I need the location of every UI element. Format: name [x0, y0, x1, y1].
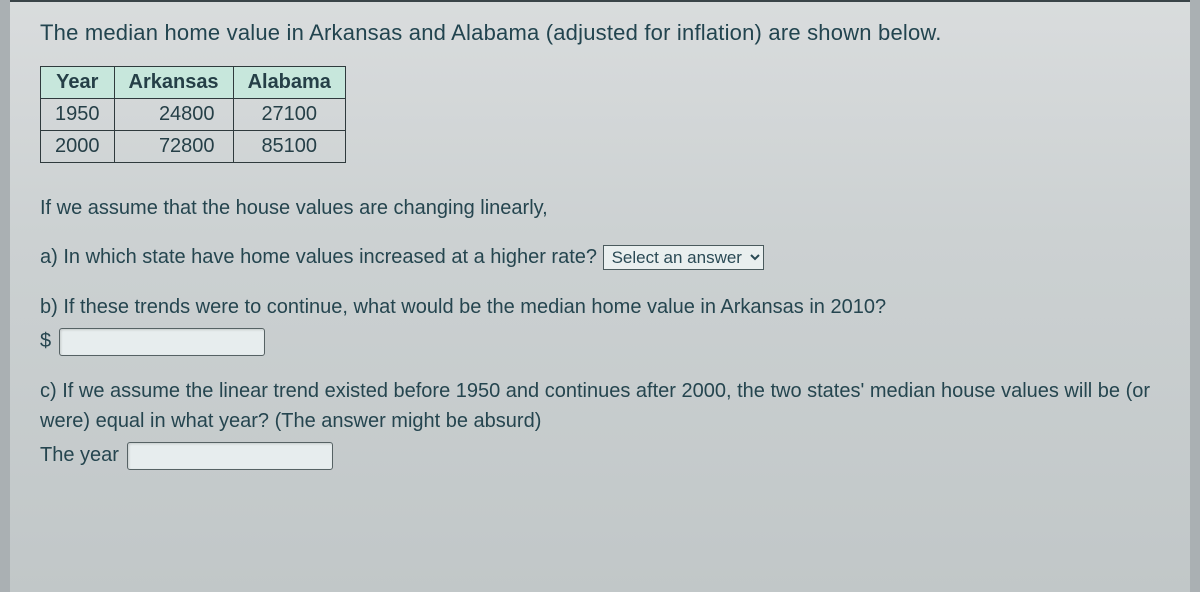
question-a-select[interactable]: Select an answer: [603, 245, 764, 270]
cell-arkansas: 72800: [114, 131, 233, 163]
cell-alabama: 27100: [233, 99, 345, 131]
cell-year: 2000: [41, 131, 115, 163]
cell-alabama: 85100: [233, 131, 345, 163]
table-row: 2000 72800 85100: [41, 131, 346, 163]
question-b-text: b) If these trends were to continue, wha…: [40, 296, 886, 318]
col-arkansas: Arkansas: [114, 67, 233, 99]
question-sheet: The median home value in Arkansas and Al…: [10, 0, 1190, 592]
year-label: The year: [40, 444, 119, 466]
data-table: Year Arkansas Alabama 1950 24800 27100 2…: [40, 66, 346, 163]
question-b: b) If these trends were to continue, wha…: [40, 292, 1160, 356]
col-alabama: Alabama: [233, 67, 345, 99]
table-header-row: Year Arkansas Alabama: [41, 67, 346, 99]
cell-year: 1950: [41, 99, 115, 131]
col-year: Year: [41, 67, 115, 99]
cell-arkansas: 24800: [114, 99, 233, 131]
dollar-sign: $: [40, 330, 51, 352]
question-a: a) In which state have home values incre…: [40, 242, 1160, 272]
assumption-text: If we assume that the house values are c…: [40, 197, 1160, 220]
question-c-text: c) If we assume the linear trend existed…: [40, 380, 1150, 432]
question-b-input[interactable]: [59, 328, 265, 356]
intro-text: The median home value in Arkansas and Al…: [40, 20, 1160, 46]
question-c-input[interactable]: [127, 442, 333, 470]
table-row: 1950 24800 27100: [41, 99, 346, 131]
question-c: c) If we assume the linear trend existed…: [40, 376, 1160, 470]
question-a-text: a) In which state have home values incre…: [40, 246, 597, 268]
